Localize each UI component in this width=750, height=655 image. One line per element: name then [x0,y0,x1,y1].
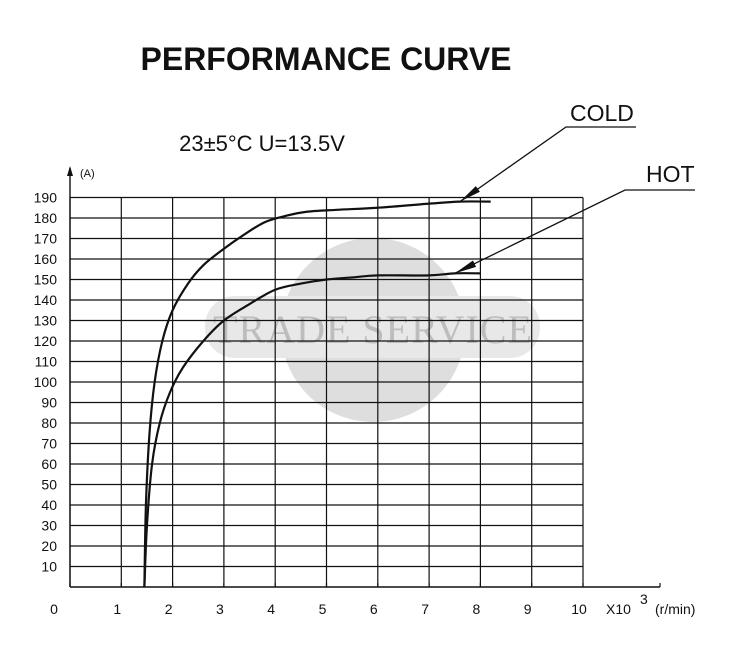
y-axis-arrow [67,166,73,176]
x-tick-label: 7 [421,601,429,617]
watermark-band [205,296,540,358]
y-tick-label: 150 [34,272,58,288]
x-tick-label: 4 [267,601,275,617]
series [143,200,491,588]
x-tick-label: 5 [319,601,327,617]
x-multiplier-base: X10 [606,601,631,617]
y-tick-label: 190 [34,190,58,206]
leader-line-hot [454,189,695,274]
axes [67,166,661,588]
y-tick-label: 50 [41,477,57,493]
y-tick-labels: 10 20 30 40 50 60 70 80 90 100 110 120 130 140 150 160 1… [34,190,58,575]
y-tick-label: 100 [34,374,58,390]
x-tick-label: 2 [165,601,173,617]
leader-line-cold [459,126,636,203]
y-axis-label: (A) [80,168,95,180]
y-tick-label: 70 [41,436,57,452]
series-label-hot: HOT [646,161,695,187]
y-tick-label: 90 [41,395,57,411]
y-tick-label: 40 [41,497,57,513]
x-axis-label: (r/min) [655,601,695,617]
x-tick-label: 8 [473,601,481,617]
x-tick-label: 3 [216,601,224,617]
y-tick-label: 140 [34,292,58,308]
leader-arrow-cold [459,186,480,202]
watermark: TRADE SERVICE [205,238,540,422]
y-tick-label: 20 [41,538,57,554]
y-tick-label: 120 [34,333,58,349]
x-tick-label: 0 [50,601,58,617]
leader-arrow-hot [454,260,477,274]
y-tick-label: 160 [34,251,58,267]
x-tick-labels: 0 1 2 3 4 5 6 7 8 9 10 [50,601,587,617]
y-tick-label: 30 [41,518,57,534]
series-label-cold: COLD [570,100,634,126]
chart-title: PERFORMANCE CURVE [141,41,512,77]
watermark-text: TRADE SERVICE [213,307,533,352]
series-line-cold [143,200,491,588]
y-tick-label: 10 [41,559,57,575]
x-multiplier-exponent: 3 [640,591,648,607]
series-line-hot [143,272,481,588]
y-tick-label: 130 [34,313,58,329]
y-tick-label: 110 [35,354,58,370]
series-callouts: COLD HOT [454,100,695,274]
x-tick-label: 10 [571,601,587,617]
y-tick-label: 180 [34,210,58,226]
x-tick-label: 1 [113,601,121,617]
x-tick-label: 6 [370,601,378,617]
chart-subtitle: 23±5°C U=13.5V [179,131,345,156]
x-tick-label: 9 [524,601,532,617]
y-tick-label: 80 [41,415,57,431]
y-tick-label: 170 [34,231,58,247]
y-tick-label: 60 [41,456,57,472]
